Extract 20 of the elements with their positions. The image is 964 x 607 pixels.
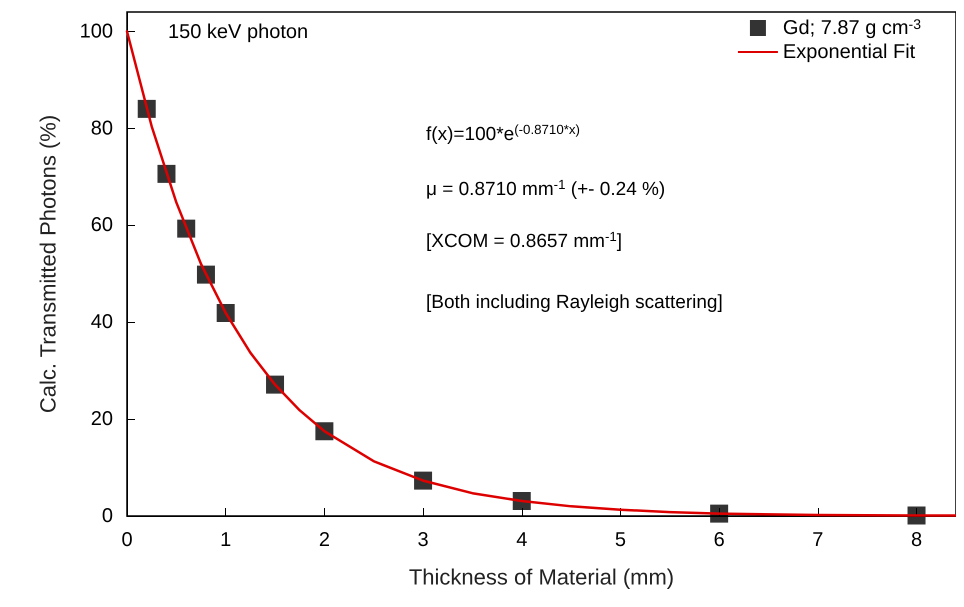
annotation: [Both including Rayleigh scattering] xyxy=(426,292,723,313)
y-axis-title: Calc. Transmitted Photons (%) xyxy=(36,114,60,414)
y-tick-label: 60 xyxy=(90,214,113,236)
y-tick-label: 20 xyxy=(90,408,113,430)
legend-label: Exponential Fit xyxy=(782,41,916,63)
x-tick-label: 8 xyxy=(910,529,922,551)
y-tick-label: 100 xyxy=(80,20,113,42)
x-tick-label: 3 xyxy=(418,529,429,551)
y-tick-label: 0 xyxy=(102,505,113,527)
annotation: 150 keV photon xyxy=(168,21,308,43)
x-tick-label: 2 xyxy=(318,529,330,551)
y-tick-label: 40 xyxy=(90,311,113,334)
x-tick-label: 1 xyxy=(220,529,232,551)
x-tick-label: 5 xyxy=(614,529,626,551)
y-tick-label: 80 xyxy=(90,117,113,140)
x-tick-label: 4 xyxy=(516,529,528,551)
x-axis-title: Thickness of Material (mm) xyxy=(408,564,674,590)
x-tick-label: 7 xyxy=(812,529,824,551)
x-tick-label: 0 xyxy=(121,529,133,551)
x-tick-label: 6 xyxy=(714,529,725,551)
